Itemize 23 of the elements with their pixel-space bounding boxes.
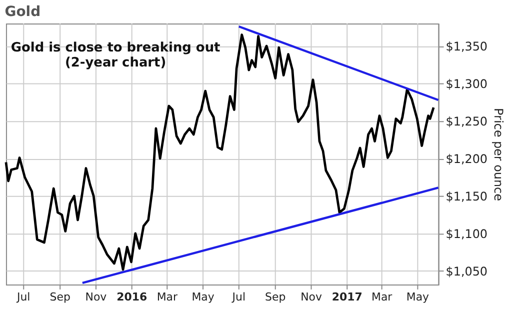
- y-tick-label: $1,350: [446, 39, 488, 54]
- x-tick-label: 2016: [116, 290, 148, 304]
- y-tick-label: $1,100: [446, 226, 488, 241]
- y-tick-label: $1,050: [446, 264, 488, 278]
- annotation: Gold is close to breaking out (2-year chart): [10, 40, 220, 70]
- x-tick-label: Nov: [85, 290, 108, 304]
- x-tick-label: 2017: [332, 290, 362, 304]
- x-tick-label: Jul: [231, 290, 246, 304]
- y-tick-label: $1,250: [446, 114, 488, 128]
- x-tick-label: May: [192, 290, 215, 304]
- x-tick-label: Mar: [156, 290, 178, 304]
- x-tick-label: Jul: [16, 290, 30, 304]
- x-tick-label: Nov: [300, 290, 322, 304]
- x-tick-label: Sep: [50, 290, 70, 304]
- x-tick-label: Mar: [371, 290, 393, 304]
- y-tick-label: $1,150: [446, 189, 488, 204]
- x-tick-label: May: [406, 290, 430, 304]
- x-tick-label: Sep: [265, 290, 286, 304]
- y-axis-title: Price per ounce: [492, 108, 506, 201]
- y-tick-label: $1,200: [446, 152, 488, 166]
- chart-title: Gold: [4, 4, 41, 20]
- line-series: [4, 34, 435, 271]
- y-tick-label: $1,300: [446, 76, 488, 91]
